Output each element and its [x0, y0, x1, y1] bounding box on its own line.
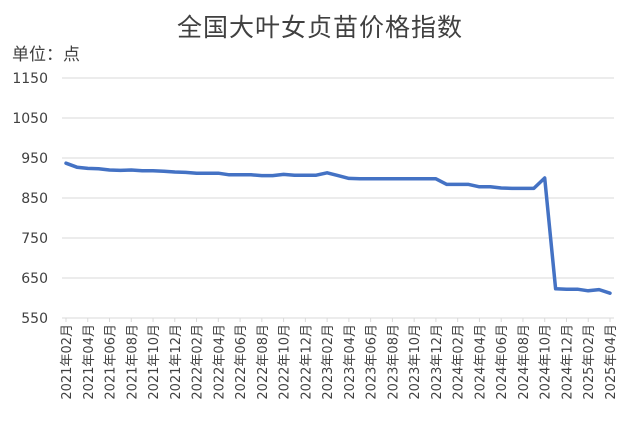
data-point: [608, 292, 612, 295]
data-point: [184, 171, 187, 174]
data-point: [173, 170, 176, 174]
data-point: [249, 173, 253, 176]
data-point: [75, 166, 79, 169]
data-point: [489, 185, 492, 188]
data-point: [293, 174, 296, 177]
data-point: [119, 169, 122, 172]
x-tick-label: 2023年06月: [365, 324, 380, 400]
x-tick-label: 2024年06月: [495, 324, 510, 400]
x-tick-label: 2023年02月: [321, 324, 336, 400]
x-tick-label: 2023年12月: [430, 324, 445, 400]
data-point: [358, 177, 361, 180]
data-point: [64, 162, 68, 165]
x-tick-label: 2021年10月: [147, 324, 162, 400]
y-tick-label: 850: [21, 191, 48, 207]
data-point: [315, 174, 318, 177]
x-tick-label: 2024年12月: [560, 324, 575, 400]
x-tick-label: 2021年08月: [125, 324, 140, 400]
data-point: [130, 168, 133, 172]
data-point: [97, 167, 100, 170]
data-point: [391, 177, 394, 180]
x-tick-label: 2022年08月: [256, 324, 271, 400]
x-tick-label: 2024年02月: [452, 324, 467, 400]
data-point: [304, 174, 307, 177]
data-point: [162, 170, 166, 173]
y-tick-label: 1050: [12, 111, 48, 127]
x-tick-label: 2022年04月: [212, 324, 227, 400]
x-tick-label: 2021年06月: [104, 324, 119, 400]
data-point: [532, 187, 536, 190]
data-point: [412, 177, 416, 180]
data-point: [543, 176, 546, 180]
data-point: [336, 174, 340, 177]
y-tick-label: 550: [21, 311, 48, 327]
data-point: [282, 173, 285, 176]
x-tick-label: 2023年10月: [408, 324, 423, 400]
data-points: [64, 162, 612, 295]
x-tick-label: 2024年10月: [539, 324, 554, 400]
data-point: [195, 172, 198, 175]
data-point: [271, 174, 274, 177]
x-tick-label: 2024年04月: [473, 324, 488, 400]
x-tick-label: 2025年02月: [582, 324, 597, 400]
gridlines: [62, 77, 614, 319]
data-point: [402, 177, 405, 180]
data-point: [140, 169, 144, 172]
data-point: [347, 177, 351, 180]
x-tick-label: 2021年02月: [60, 324, 75, 400]
data-point: [521, 187, 525, 190]
data-point: [456, 183, 459, 186]
chart-title: 全国大叶女贞苗价格指数: [176, 13, 463, 42]
x-axis-ticks: 2021年02月 2021年04月 2021年06月 2021年08月 2021年10月…: [60, 318, 619, 400]
x-tick-label: 2021年04月: [82, 324, 97, 400]
x-tick-label: 2025年04月: [604, 324, 619, 400]
data-point: [151, 169, 155, 172]
x-tick-label: 2023年08月: [386, 324, 401, 400]
data-point: [445, 183, 448, 186]
x-tick-label: 2022年06月: [234, 324, 249, 400]
y-tick-label: 950: [21, 151, 48, 167]
data-point: [434, 177, 438, 180]
data-point: [228, 173, 231, 176]
x-tick-label: 2022年10月: [278, 324, 293, 400]
data-point: [597, 288, 601, 291]
data-point: [565, 288, 568, 291]
y-tick-label: 750: [21, 231, 48, 247]
series-line: [64, 161, 612, 295]
data-point: [467, 183, 470, 186]
data-point: [260, 174, 264, 177]
data-point: [478, 185, 481, 188]
data-point: [325, 171, 329, 174]
data-point: [380, 177, 383, 180]
data-point: [510, 187, 514, 190]
data-point: [108, 168, 111, 172]
data-point: [587, 289, 590, 292]
data-point: [86, 167, 89, 170]
data-point: [217, 172, 220, 175]
data-point: [554, 287, 557, 290]
data-point: [500, 186, 503, 190]
y-tick-label: 650: [21, 271, 48, 287]
x-tick-label: 2022年12月: [299, 324, 314, 400]
x-tick-label: 2022年02月: [191, 324, 206, 400]
data-point: [238, 173, 242, 176]
y-axis-ticks: 550 650 750 850 950 1050 1150: [12, 71, 48, 327]
x-tick-label: 2021年12月: [169, 324, 184, 400]
y-tick-label: 1150: [12, 71, 48, 87]
data-point: [576, 288, 579, 291]
data-point: [206, 172, 209, 175]
data-point: [423, 177, 427, 180]
y-unit-label: 单位：点: [12, 45, 80, 65]
x-tick-label: 2023年04月: [343, 324, 358, 400]
data-point: [369, 177, 372, 180]
x-tick-label: 2024年08月: [517, 324, 532, 400]
